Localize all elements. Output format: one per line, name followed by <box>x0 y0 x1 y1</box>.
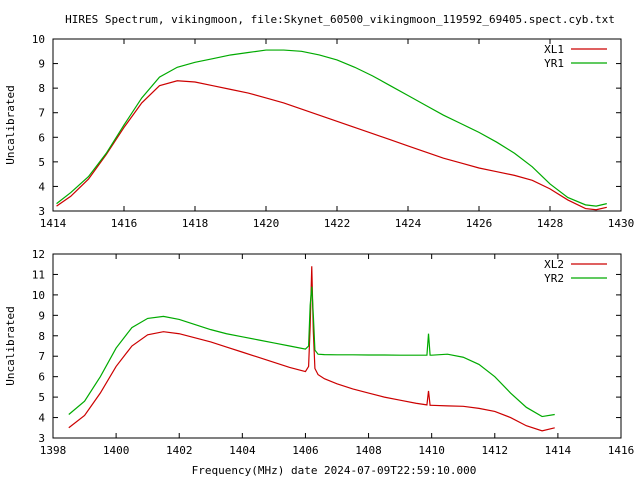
legend-label: XL2 <box>544 258 564 271</box>
x-tick-label: 1410 <box>418 444 445 457</box>
x-tick-label: 1420 <box>253 217 280 230</box>
legend-label: YR2 <box>544 272 564 285</box>
y-tick-label: 10 <box>32 289 45 302</box>
x-tick-label: 1416 <box>111 217 138 230</box>
x-tick-label: 1414 <box>545 444 572 457</box>
y-tick-label: 3 <box>38 432 45 445</box>
y-tick-label: 5 <box>38 391 45 404</box>
y-tick-label: 10 <box>32 33 45 46</box>
chart-panel-2: 1398 1400 1402 1404 1406 1408 1410 1412 1414 1416… <box>4 248 634 457</box>
chart-panel-1: 1414 1416 1418 1420 1422 1424 1426 1428 1430 3 4 5 6… <box>4 33 634 230</box>
y-tick-label: 9 <box>38 58 45 71</box>
x-tick-label: 1406 <box>292 444 319 457</box>
plot-frame <box>52 38 622 212</box>
x-tick-label: 1424 <box>395 217 422 230</box>
y-tick-label: 9 <box>38 309 45 322</box>
x-tick-label: 1418 <box>182 217 209 230</box>
x-tick-label: 1430 <box>608 217 635 230</box>
y-tick-label: 7 <box>38 350 45 363</box>
legend-label: XL1 <box>544 43 564 56</box>
y-tick-label: 4 <box>38 412 45 425</box>
x-tick-label: 1400 <box>103 444 130 457</box>
x-tick-label: 1402 <box>166 444 193 457</box>
y-tick-label: 6 <box>38 371 45 384</box>
x-tick-label: 1412 <box>482 444 509 457</box>
y-tick-label: 8 <box>38 82 45 95</box>
y-tick-label: 12 <box>32 248 45 261</box>
series-line-xl1 <box>56 80 607 211</box>
y-axis-label: Uncalibrated <box>4 85 17 164</box>
chart-title: HIRES Spectrum, vikingmoon, file:Skynet_… <box>65 13 615 26</box>
plot-frame <box>52 253 622 439</box>
x-tick-label: 1404 <box>229 444 256 457</box>
x-tick-label: 1408 <box>355 444 382 457</box>
series-line-xl2 <box>68 266 555 432</box>
x-tick-label: 1426 <box>466 217 493 230</box>
y-tick-label: 7 <box>38 107 45 120</box>
series-line-yr1 <box>56 49 607 207</box>
legend-label: YR1 <box>544 57 564 70</box>
y-tick-label: 6 <box>38 131 45 144</box>
x-tick-label: 1416 <box>608 444 635 457</box>
y-tick-label: 11 <box>32 268 45 281</box>
x-tick-label: 1398 <box>40 444 67 457</box>
x-tick-label: 1422 <box>324 217 351 230</box>
y-axis-label: Uncalibrated <box>4 306 17 385</box>
x-axis-label: Frequency(MHz) date 2024-07-09T22:59:10.… <box>192 464 477 477</box>
y-tick-label: 4 <box>38 180 45 193</box>
x-tick-label: 1414 <box>40 217 67 230</box>
y-tick-label: 3 <box>38 205 45 218</box>
y-tick-label: 5 <box>38 156 45 169</box>
series-line-yr2 <box>68 286 555 418</box>
y-tick-label: 8 <box>38 330 45 343</box>
x-tick-label: 1428 <box>537 217 564 230</box>
